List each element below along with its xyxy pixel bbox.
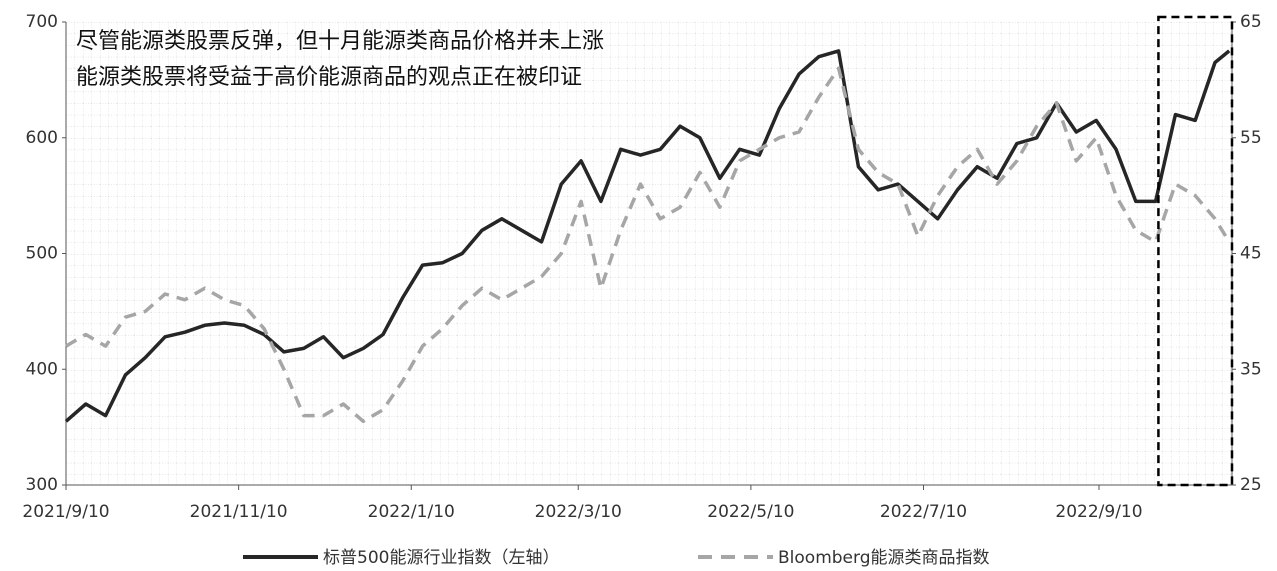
y-tick-label: 400 [26, 359, 58, 379]
y-tick-label: 300 [26, 475, 58, 495]
legend-label: 标普500能源行业指数（左轴） [323, 548, 559, 568]
y2-tick-label: 55 [1240, 128, 1262, 148]
x-tick-label: 2022/5/10 [707, 502, 794, 522]
legend-label: Bloomberg能源类商品指数 [778, 548, 989, 568]
y2-tick-label: 35 [1240, 359, 1262, 379]
series-line [65, 66, 1231, 424]
x-tick-label: 2022/1/10 [368, 502, 455, 522]
x-tick-label: 2021/11/10 [190, 502, 288, 522]
y2-tick-label: 45 [1240, 244, 1262, 264]
x-tick-label: 2022/7/10 [880, 502, 967, 522]
x-tick-label: 2022/9/10 [1055, 502, 1142, 522]
y-tick-label: 500 [26, 244, 58, 264]
x-tick-label: 2022/3/10 [535, 502, 622, 522]
series-line [64, 49, 1231, 423]
y-tick-label: 600 [26, 128, 58, 148]
y-tick-label: 700 [26, 12, 58, 32]
y2-tick-label: 25 [1240, 475, 1262, 495]
x-tick-label: 2021/9/10 [22, 502, 109, 522]
y2-tick-label: 65 [1240, 12, 1262, 32]
annotation: 尽管能源类股票反弹，但十月能源类商品价格并未上涨 [76, 29, 604, 54]
grid-background [66, 22, 1232, 485]
annotation: 能源类股票将受益于高价能源商品的观点正在被印证 [76, 65, 582, 90]
highlight-box [1157, 15, 1234, 487]
